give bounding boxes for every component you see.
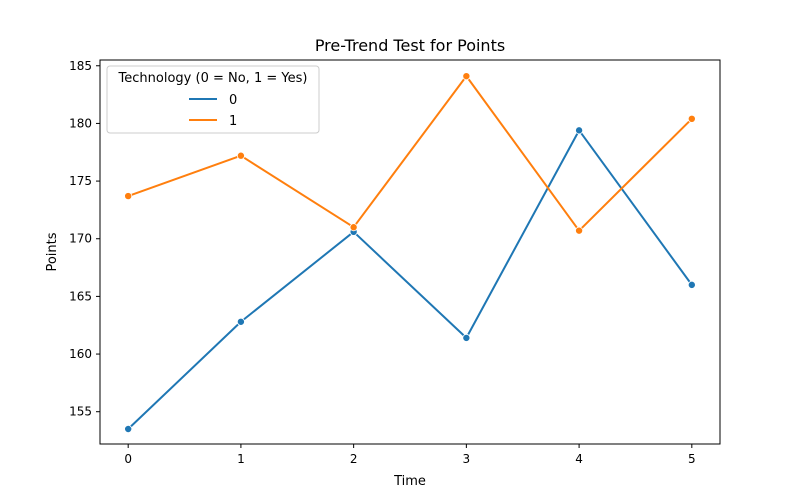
y-tick-label: 160	[69, 347, 92, 361]
series-0-point	[124, 425, 133, 434]
y-axis-label: Points	[45, 232, 60, 271]
series-group	[124, 72, 696, 434]
series-0-line	[127, 129, 693, 430]
series-0-point	[236, 317, 245, 326]
series-0-point	[575, 126, 584, 135]
x-tick-label: 0	[124, 452, 132, 466]
legend: Technology (0 = No, 1 = Yes) 01	[106, 65, 320, 134]
chart-title: Pre-Trend Test for Points	[315, 36, 505, 55]
y-tick-label: 175	[69, 174, 92, 188]
x-tick-label: 3	[463, 452, 471, 466]
y-tick-label: 180	[69, 116, 92, 130]
legend-label-1: 1	[229, 114, 237, 129]
y-tick-label: 170	[69, 232, 92, 246]
series-1-point	[236, 151, 245, 160]
legend-entries: 01	[189, 93, 237, 129]
plot-frame	[99, 59, 721, 445]
x-tick-label: 5	[688, 452, 696, 466]
series-1-point	[349, 223, 358, 232]
series-1-point	[124, 192, 133, 201]
y-tick-label: 165	[69, 289, 92, 303]
series-0-point	[462, 333, 471, 342]
series-1-point	[575, 226, 584, 235]
series-0-point	[687, 280, 696, 289]
x-tick-label: 2	[350, 452, 358, 466]
legend-title: Technology (0 = No, 1 = Yes)	[118, 71, 308, 86]
series-1-point	[462, 72, 471, 81]
y-tick-label: 185	[69, 59, 92, 73]
y-tick-label: 155	[69, 405, 92, 419]
series-1-point	[687, 114, 696, 123]
x-tick-label: 4	[575, 452, 583, 466]
x-tick-label: 1	[237, 452, 245, 466]
legend-label-0: 0	[229, 93, 237, 108]
x-axis-label: Time	[393, 474, 426, 489]
series-1-line	[127, 75, 693, 232]
